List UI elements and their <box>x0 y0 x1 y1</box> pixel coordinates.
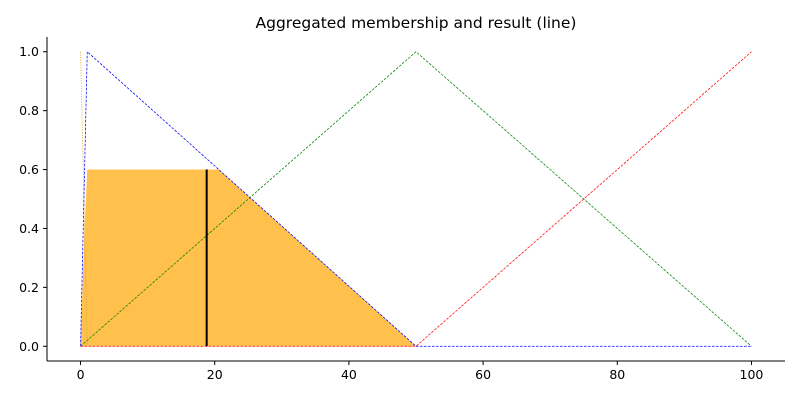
y-tick-label: 0.0 <box>19 339 39 354</box>
x-tick-label: 40 <box>341 367 357 382</box>
membership-line-1 <box>80 51 88 347</box>
plot-area <box>80 50 752 347</box>
axes: 0 20 40 60 80 100 0.0 0.2 0.4 0.6 0.8 1.0 <box>19 37 785 382</box>
x-tick-label: 20 <box>207 367 223 382</box>
x-tick-label: 100 <box>740 367 764 382</box>
y-tick-label: 0.8 <box>19 103 39 118</box>
x-tick-label: 0 <box>77 367 85 382</box>
y-tick-label: 0.2 <box>19 280 39 295</box>
y-tick-label: 1.0 <box>19 44 39 59</box>
membership-line-4 <box>80 51 752 347</box>
membership-line-3 <box>80 51 752 347</box>
x-tick-label: 80 <box>609 367 625 382</box>
x-tick-label: 60 <box>475 367 491 382</box>
y-tick-label: 0.6 <box>19 162 39 177</box>
chart-title: Aggregated membership and result (line) <box>256 14 577 32</box>
aggregated-fill-area <box>80 169 417 347</box>
y-tick-label: 0.4 <box>19 221 39 236</box>
